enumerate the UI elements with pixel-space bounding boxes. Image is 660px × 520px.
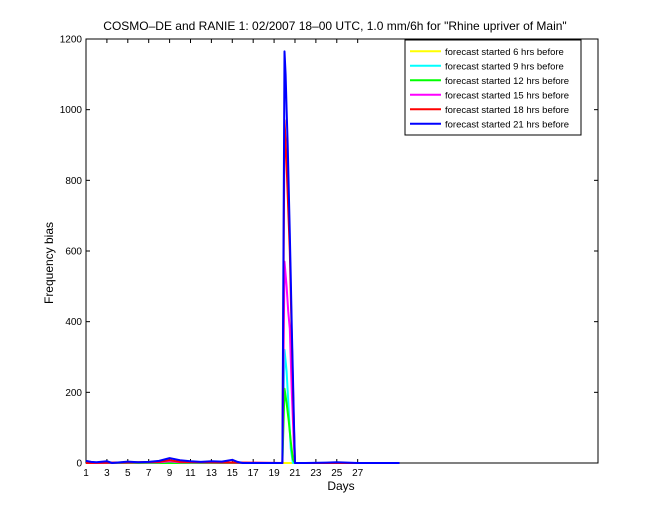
x-tick-label: 9 bbox=[167, 468, 173, 479]
y-tick-label: 800 bbox=[65, 176, 82, 187]
legend-box bbox=[404, 39, 582, 136]
legend-label: forecast started 18 hrs before bbox=[445, 105, 569, 116]
legend-label: forecast started 12 hrs before bbox=[445, 76, 569, 87]
y-tick-label: 200 bbox=[65, 388, 82, 399]
x-tick-label: 27 bbox=[352, 468, 364, 479]
chart-title: COSMO–DE and RANIE 1: 02/2007 18–00 UTC,… bbox=[103, 19, 566, 33]
x-tick-label: 15 bbox=[227, 468, 239, 479]
y-tick-label: 1000 bbox=[60, 105, 83, 116]
x-tick-label: 1 bbox=[83, 468, 89, 479]
y-tick-label: 400 bbox=[65, 317, 82, 328]
y-tick-label: 0 bbox=[76, 459, 82, 470]
legend-label: forecast started 15 hrs before bbox=[445, 90, 569, 101]
x-axis-title: Days bbox=[327, 479, 354, 493]
x-tick-label: 21 bbox=[289, 468, 301, 479]
legend-label: forecast started 6 hrs before bbox=[445, 47, 564, 58]
x-tick-label: 11 bbox=[185, 468, 196, 479]
x-tick-label: 7 bbox=[146, 468, 152, 479]
y-tick-label: 600 bbox=[65, 247, 82, 258]
x-tick-label: 17 bbox=[248, 468, 260, 479]
legend-label: forecast started 9 hrs before bbox=[445, 61, 564, 72]
y-axis-title: Frequency bias bbox=[42, 222, 56, 304]
x-tick-label: 25 bbox=[331, 468, 343, 479]
series-line-6 bbox=[85, 50, 400, 464]
y-tick-label: 1200 bbox=[60, 35, 83, 46]
x-tick-label: 3 bbox=[104, 468, 110, 479]
x-tick-label: 5 bbox=[125, 468, 131, 479]
legend-label: forecast started 21 hrs before bbox=[445, 119, 569, 130]
x-tick-label: 13 bbox=[206, 468, 218, 479]
x-tick-label: 19 bbox=[269, 468, 281, 479]
x-tick-label: 23 bbox=[310, 468, 322, 479]
legend: forecast started 6 hrs before forecast st… bbox=[404, 39, 582, 136]
